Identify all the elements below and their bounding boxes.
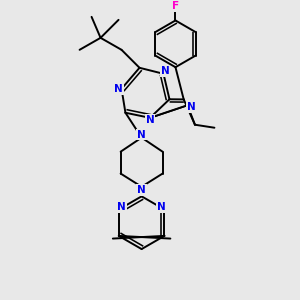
Text: N: N (117, 202, 126, 212)
Text: F: F (172, 2, 179, 11)
Text: N: N (114, 84, 123, 94)
Text: N: N (157, 202, 166, 212)
Text: N: N (137, 130, 146, 140)
Text: N: N (146, 115, 154, 125)
Text: N: N (137, 185, 146, 195)
Text: N: N (187, 102, 195, 112)
Text: N: N (160, 66, 169, 76)
